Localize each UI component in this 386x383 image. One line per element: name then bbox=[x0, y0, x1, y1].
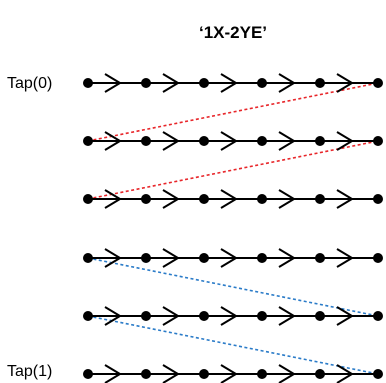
arrow-head-icon bbox=[278, 248, 296, 268]
connector-line-blue bbox=[87, 257, 379, 317]
arrow-head-icon bbox=[336, 189, 354, 209]
arrow-head-icon bbox=[336, 131, 354, 151]
arrow-head-icon bbox=[104, 189, 122, 209]
chain-node bbox=[315, 311, 325, 321]
diagram-title: ‘1X-2YE’ bbox=[199, 23, 267, 42]
arrow-head-icon bbox=[220, 73, 238, 93]
arrow-head-icon bbox=[220, 131, 238, 151]
arrow-head-icon bbox=[162, 306, 180, 326]
connector-line-red bbox=[87, 82, 379, 142]
chain-node bbox=[83, 136, 93, 146]
chain-node bbox=[141, 194, 151, 204]
arrow-head-icon bbox=[162, 189, 180, 209]
chain-node bbox=[373, 369, 383, 379]
chain-node bbox=[141, 136, 151, 146]
arrow-head-icon bbox=[162, 131, 180, 151]
chain-node bbox=[83, 253, 93, 263]
connector-line-blue bbox=[87, 315, 379, 375]
arrow-head-icon bbox=[162, 248, 180, 268]
tap-label-last: Tap(1) bbox=[7, 363, 52, 380]
arrow-head-icon bbox=[220, 364, 238, 383]
chain-node bbox=[373, 311, 383, 321]
chain-node bbox=[141, 253, 151, 263]
chain-node bbox=[373, 194, 383, 204]
chain-node bbox=[83, 194, 93, 204]
arrow-head-icon bbox=[220, 306, 238, 326]
chain-row bbox=[83, 306, 383, 326]
chain-node bbox=[199, 136, 209, 146]
connector-line-red bbox=[87, 140, 379, 200]
chain-node bbox=[373, 78, 383, 88]
chain-layer bbox=[83, 73, 383, 383]
arrow-head-icon bbox=[336, 73, 354, 93]
arrow-head-icon bbox=[278, 73, 296, 93]
arrow-head-icon bbox=[278, 306, 296, 326]
chain-node bbox=[141, 78, 151, 88]
arrow-head-icon bbox=[104, 306, 122, 326]
connector-layer bbox=[87, 82, 379, 375]
chain-node bbox=[315, 78, 325, 88]
chain-node bbox=[199, 311, 209, 321]
chain-node bbox=[83, 78, 93, 88]
chain-node bbox=[199, 194, 209, 204]
chain-node bbox=[257, 369, 267, 379]
arrow-head-icon bbox=[162, 73, 180, 93]
chain-node bbox=[373, 136, 383, 146]
arrow-head-icon bbox=[336, 248, 354, 268]
chain-node bbox=[315, 136, 325, 146]
chain-node bbox=[257, 311, 267, 321]
arrow-head-icon bbox=[104, 73, 122, 93]
arrow-head-icon bbox=[220, 248, 238, 268]
arrow-head-icon bbox=[336, 364, 354, 383]
chain-node bbox=[257, 136, 267, 146]
chain-node bbox=[83, 311, 93, 321]
arrow-head-icon bbox=[278, 364, 296, 383]
chain-node bbox=[199, 369, 209, 379]
chain-node bbox=[257, 78, 267, 88]
chain-row bbox=[83, 189, 383, 209]
chain-node bbox=[199, 78, 209, 88]
arrow-head-icon bbox=[104, 364, 122, 383]
chain-node bbox=[373, 253, 383, 263]
arrow-head-icon bbox=[162, 364, 180, 383]
arrow-head-icon bbox=[220, 189, 238, 209]
chain-row bbox=[83, 131, 383, 151]
chain-row bbox=[83, 73, 383, 93]
chain-row bbox=[83, 248, 383, 268]
chain-row bbox=[83, 364, 383, 383]
arrow-head-icon bbox=[336, 306, 354, 326]
chain-node bbox=[83, 369, 93, 379]
arrow-head-icon bbox=[278, 131, 296, 151]
chain-node bbox=[257, 253, 267, 263]
arrow-head-icon bbox=[104, 248, 122, 268]
arrow-head-icon bbox=[278, 189, 296, 209]
tap-label-first: Tap(0) bbox=[7, 75, 52, 92]
chain-node bbox=[315, 369, 325, 379]
chain-node bbox=[199, 253, 209, 263]
chain-node bbox=[141, 311, 151, 321]
chain-node bbox=[315, 253, 325, 263]
arrow-head-icon bbox=[104, 131, 122, 151]
chain-node bbox=[141, 369, 151, 379]
chain-node bbox=[315, 194, 325, 204]
chain-node bbox=[257, 194, 267, 204]
